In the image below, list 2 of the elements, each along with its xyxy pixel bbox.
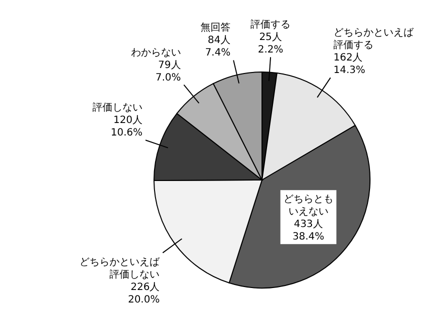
data-label: 433人 38.4%: [292, 219, 324, 243]
slice-label: どちらともいえない: [283, 194, 334, 218]
